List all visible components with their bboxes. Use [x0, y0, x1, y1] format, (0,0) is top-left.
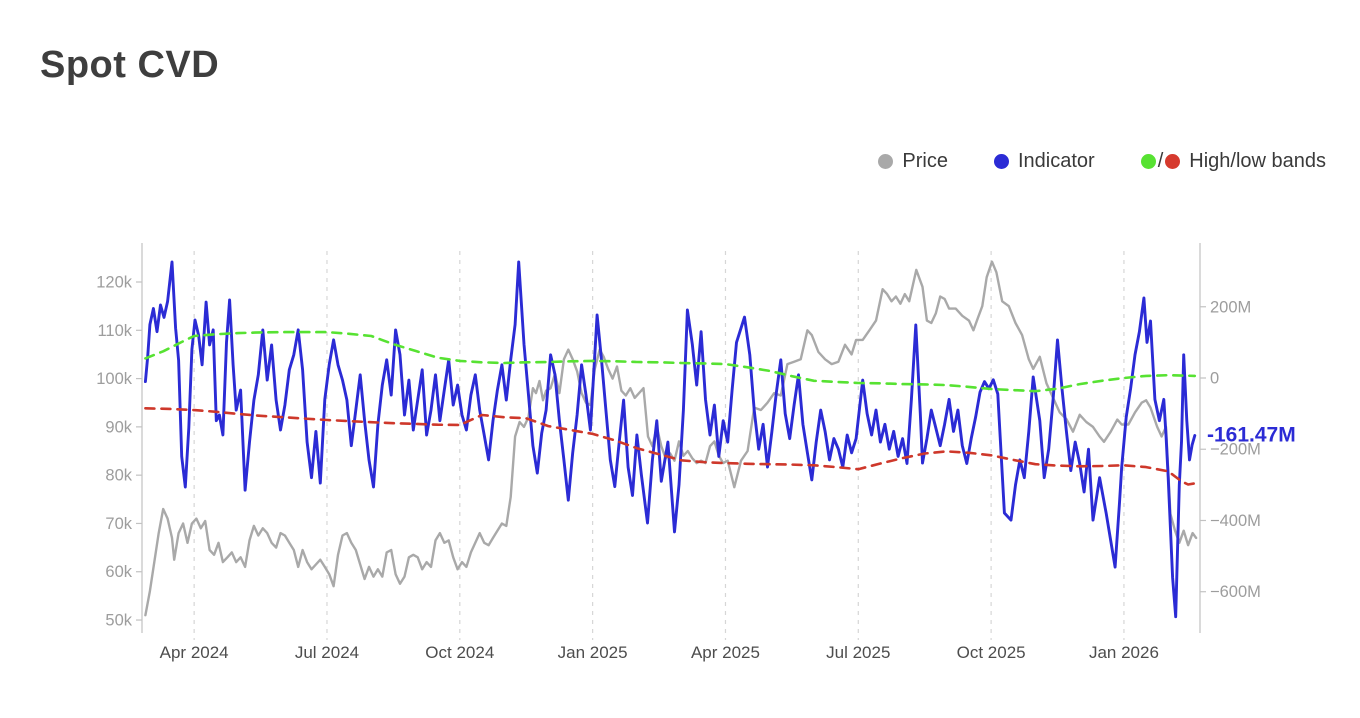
right-axis-tick-label: −200M — [1210, 441, 1261, 459]
low-band-line — [144, 407, 1197, 486]
legend-item-bands[interactable]: / High/low bands — [1140, 150, 1326, 173]
legend-item-indicator[interactable]: Indicator — [993, 150, 1095, 173]
left-axis-tick-label: 50k — [105, 612, 132, 630]
right-axis-tick-label: 0 — [1210, 370, 1219, 388]
legend-label-indicator: Indicator — [1017, 150, 1095, 172]
price-line — [144, 260, 1198, 617]
left-axis-tick-label: 120k — [96, 274, 133, 292]
left-axis-tick-label: 100k — [96, 370, 133, 388]
x-axis-tick-label: Apr 2024 — [160, 643, 229, 662]
right-axis-tick-label: −400M — [1210, 512, 1261, 530]
x-axis-tick-label: Oct 2024 — [425, 643, 494, 662]
low-band-legend-dot-icon — [1165, 154, 1181, 169]
page-title: Spot CVD — [40, 44, 220, 86]
x-axis-tick-label: Apr 2025 — [691, 643, 760, 662]
indicator-current-value-label: -161.47M — [1207, 424, 1296, 447]
x-axis-tick-label: Jan 2025 — [558, 643, 628, 662]
x-axis-tick-label: Jul 2025 — [826, 643, 890, 662]
right-axis-tick-label: −600M — [1210, 583, 1261, 601]
indicator-legend-dot-icon — [993, 154, 1009, 169]
left-axis-tick-label: 110k — [97, 322, 132, 340]
bands-legend-dots: / — [1140, 150, 1181, 173]
x-axis-tick-label: Oct 2025 — [957, 643, 1026, 662]
left-axis-tick-label: 90k — [105, 418, 132, 436]
legend-label-price: Price — [902, 150, 948, 172]
legend-label-bands: High/low bands — [1189, 150, 1326, 172]
high-band-legend-dot-icon — [1140, 154, 1156, 169]
left-axis-tick-label: 60k — [105, 563, 132, 581]
chart-legend: Price Indicator / High/low bands — [878, 150, 1326, 173]
indicator-line — [143, 260, 1197, 619]
left-axis-tick-label: 80k — [105, 467, 132, 485]
price-legend-dot-icon — [878, 154, 894, 169]
legend-dot-separator: / — [1157, 150, 1164, 172]
left-axis-tick-label: 70k — [105, 515, 132, 533]
high-band-line — [144, 330, 1197, 393]
legend-item-price[interactable]: Price — [878, 150, 948, 173]
x-axis-tick-label: Jul 2024 — [295, 643, 359, 662]
right-axis-tick-label: 200M — [1210, 298, 1251, 316]
x-axis-tick-label: Jan 2026 — [1089, 643, 1159, 662]
